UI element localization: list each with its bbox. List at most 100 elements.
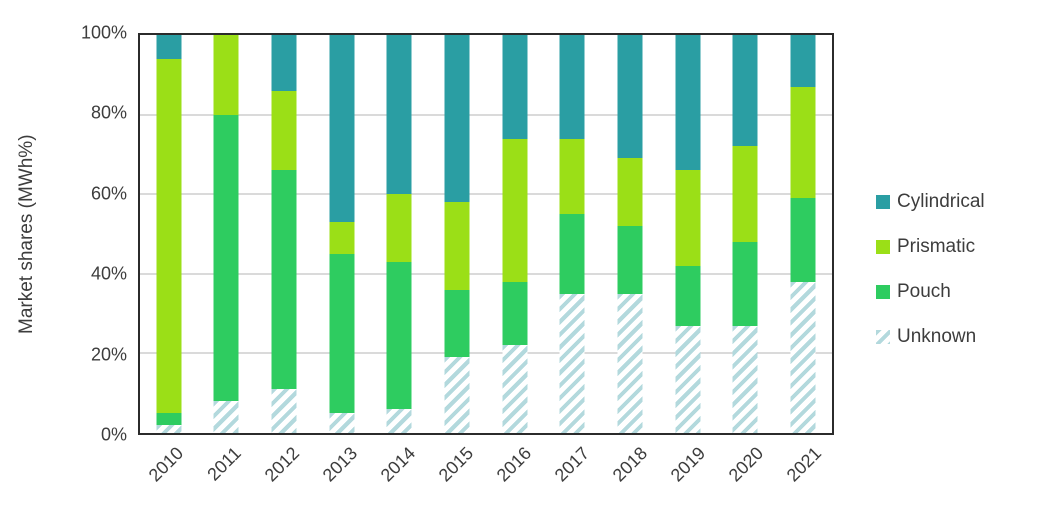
- bar-2020: [717, 35, 775, 433]
- bar-2019-segment-pouch: [675, 265, 701, 326]
- legend-label-pouch: Pouch: [897, 281, 951, 302]
- bar-2011-segment-prismatic: [213, 35, 239, 115]
- bar-2021-segment-prismatic: [790, 86, 816, 199]
- bar-2014-segment-prismatic: [386, 194, 412, 262]
- bar-2020-segment-pouch: [732, 241, 758, 326]
- bar-2016-segment-pouch: [502, 281, 528, 346]
- y-tick-label-100: 100%: [80, 22, 127, 43]
- plot-area: [138, 33, 834, 435]
- legend-label-cylindrical: Cylindrical: [897, 191, 985, 212]
- bar-2010-segment-pouch: [156, 413, 182, 426]
- bar-2021-segment-unknown: [790, 281, 816, 433]
- x-tick-label-2012: 2012: [260, 443, 304, 486]
- bar-2016-segment-prismatic: [502, 138, 528, 282]
- bar-2021-segment-cylindrical: [790, 35, 816, 87]
- bar-2018-segment-unknown: [617, 293, 643, 433]
- y-tick-label-0: 0%: [100, 424, 127, 445]
- bar-2020-segment-prismatic: [732, 146, 758, 242]
- bar-2021-segment-pouch: [790, 198, 816, 282]
- bar-2017-segment-cylindrical: [559, 35, 585, 139]
- bar-stack-2015: [444, 35, 470, 433]
- x-tick-label-2017: 2017: [550, 443, 594, 486]
- bar-2015-segment-unknown: [444, 357, 470, 433]
- bar-2015-segment-cylindrical: [444, 35, 470, 203]
- bar-2011-segment-pouch: [213, 114, 239, 402]
- bar-stack-2011: [213, 35, 239, 433]
- bar-2017-segment-pouch: [559, 214, 585, 294]
- y-tick-label-80: 80%: [90, 102, 127, 123]
- bar-stack-2018: [617, 35, 643, 433]
- bar-2010-segment-cylindrical: [156, 35, 182, 59]
- legend-item-cylindrical: Cylindrical: [876, 191, 985, 213]
- bar-2017: [544, 35, 602, 433]
- bar-2017-segment-prismatic: [559, 138, 585, 215]
- bar-2018: [601, 35, 659, 433]
- bar-2011-segment-unknown: [213, 401, 239, 433]
- bar-2014-segment-pouch: [386, 261, 412, 410]
- x-tick-label-2015: 2015: [434, 443, 478, 486]
- x-tick-label-2010: 2010: [144, 443, 188, 486]
- bar-2021: [774, 35, 832, 433]
- x-tick-label-2016: 2016: [492, 443, 536, 486]
- bar-stack-2010: [156, 35, 182, 433]
- x-tick-label-2013: 2013: [318, 443, 362, 486]
- bar-2015-segment-prismatic: [444, 202, 470, 290]
- bar-2019: [659, 35, 717, 433]
- legend-item-pouch: Pouch: [876, 281, 985, 303]
- x-tick-label-2011: 2011: [203, 443, 246, 485]
- bar-2014: [371, 35, 429, 433]
- bar-2013: [313, 35, 371, 433]
- bar-2011: [198, 35, 256, 433]
- bar-2017-segment-unknown: [559, 293, 585, 433]
- bar-2015: [428, 35, 486, 433]
- legend-swatch-unknown-icon: [876, 330, 890, 344]
- legend-label-unknown: Unknown: [897, 326, 977, 347]
- x-tick-label-2014: 2014: [376, 443, 420, 486]
- legend-label-prismatic: Prismatic: [897, 236, 976, 257]
- legend-item-prismatic: Prismatic: [876, 236, 985, 258]
- bar-2015-segment-pouch: [444, 289, 470, 358]
- bar-2019-segment-unknown: [675, 325, 701, 433]
- bar-2010-segment-prismatic: [156, 58, 182, 414]
- bar-stack-2013: [329, 35, 355, 433]
- bar-2018-segment-pouch: [617, 226, 643, 294]
- gridline-20: [140, 352, 832, 355]
- gridline-60: [140, 193, 832, 196]
- bar-2013-segment-pouch: [329, 253, 355, 414]
- x-tick-label-2018: 2018: [608, 443, 652, 486]
- x-tick-label-2021: 2021: [782, 443, 826, 486]
- bar-2013-segment-unknown: [329, 413, 355, 433]
- bar-2013-segment-prismatic: [329, 222, 355, 254]
- bar-2019-segment-prismatic: [675, 170, 701, 266]
- bar-2010: [140, 35, 198, 433]
- x-tick-label-2020: 2020: [724, 443, 768, 486]
- x-tick-label-2019: 2019: [666, 443, 710, 486]
- bar-stack-2020: [732, 35, 758, 433]
- bar-2016-segment-cylindrical: [502, 35, 528, 139]
- bar-2018-segment-cylindrical: [617, 35, 643, 159]
- bar-2020-segment-cylindrical: [732, 35, 758, 147]
- bar-stack-2014: [386, 35, 412, 433]
- bar-stack-2016: [502, 35, 528, 433]
- bar-2016: [486, 35, 544, 433]
- legend-swatch-prismatic-icon: [876, 240, 890, 254]
- legend: Cylindrical Prismatic Pouch Unknown: [876, 191, 985, 348]
- bar-2020-segment-unknown: [732, 325, 758, 433]
- bar-2019-segment-cylindrical: [675, 35, 701, 171]
- bar-2012-segment-pouch: [271, 170, 297, 390]
- gridline-40: [140, 272, 832, 275]
- bar-2012-segment-cylindrical: [271, 35, 297, 91]
- bar-2018-segment-prismatic: [617, 158, 643, 227]
- bar-2012-segment-unknown: [271, 389, 297, 433]
- y-tick-label-20: 20%: [90, 344, 127, 365]
- bar-2014-segment-cylindrical: [386, 35, 412, 195]
- bar-2014-segment-unknown: [386, 409, 412, 433]
- bar-2010-segment-unknown: [156, 425, 182, 433]
- x-axis-tick-labels: 2010 2011 2012 2013 2014 2015 2016 2017 2018 2019…: [138, 443, 834, 518]
- legend-swatch-pouch-icon: [876, 285, 890, 299]
- legend-item-unknown: Unknown: [876, 326, 985, 348]
- legend-swatch-cylindrical-icon: [876, 195, 890, 209]
- bar-stack-2019: [675, 35, 701, 433]
- bar-2016-segment-unknown: [502, 345, 528, 433]
- gridline-80: [140, 113, 832, 116]
